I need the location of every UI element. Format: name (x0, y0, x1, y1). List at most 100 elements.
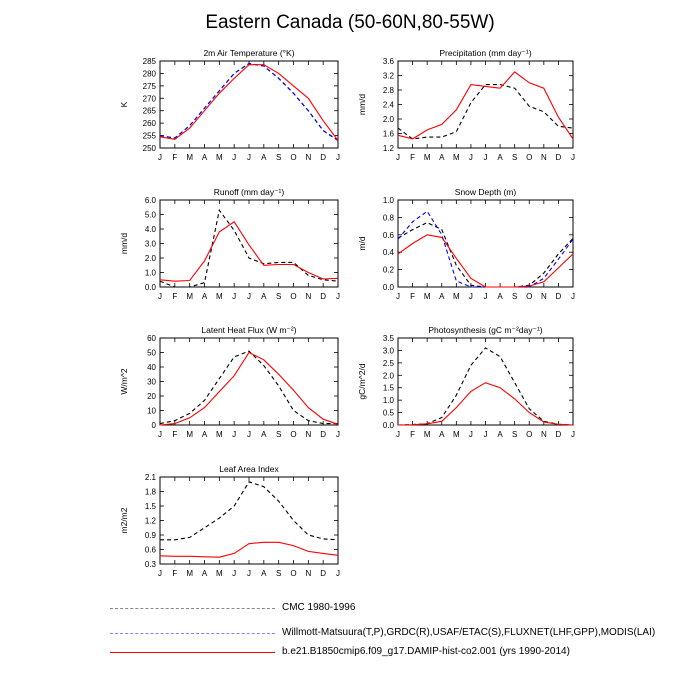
x-tick-label: J (484, 430, 488, 439)
y-axis-label: m2/m2 (119, 507, 129, 533)
x-tick-label: M (216, 430, 223, 439)
x-tick-label: A (202, 153, 208, 162)
x-tick-label: J (336, 292, 340, 301)
x-tick-label: S (276, 569, 281, 578)
series-line-model (159, 351, 339, 426)
y-tick-label: 1.5 (145, 502, 157, 511)
x-tick-label: D (556, 430, 562, 439)
x-tick-label: M (424, 430, 431, 439)
series-line-cmc (159, 350, 338, 425)
x-tick-label: F (410, 430, 415, 439)
y-tick-label: 0.0 (383, 421, 395, 430)
x-tick-label: J (396, 153, 400, 162)
x-tick-label: M (424, 292, 431, 301)
x-tick-label: M (216, 292, 223, 301)
x-tick-label: N (305, 569, 311, 578)
x-tick-label: N (541, 292, 547, 301)
y-tick-label: 0.8 (383, 213, 395, 222)
x-tick-label: J (158, 292, 162, 301)
x-tick-label: D (556, 292, 562, 301)
y-tick-label: 0.0 (145, 283, 157, 292)
x-tick-label: A (202, 292, 208, 301)
y-tick-label: 0 (152, 421, 157, 430)
x-tick-label: J (247, 569, 251, 578)
series-line-model (397, 234, 574, 288)
x-tick-label: F (172, 569, 177, 578)
y-tick-label: 280 (143, 69, 157, 78)
x-tick-label: N (305, 153, 311, 162)
x-tick-label: J (571, 292, 575, 301)
y-tick-label: 10 (147, 407, 156, 416)
x-tick-label: F (172, 430, 177, 439)
y-tick-label: 4.0 (145, 225, 157, 234)
x-tick-label: A (202, 430, 208, 439)
x-tick-label: O (526, 430, 532, 439)
chart-panel-5: Latent Heat Flux (W m⁻²) W/m^2 0 10 20 30 40 50… (119, 325, 340, 439)
x-tick-label: D (320, 430, 326, 439)
y-tick-label: 1.6 (383, 130, 395, 139)
x-tick-label: M (186, 153, 193, 162)
x-tick-label: D (320, 292, 326, 301)
y-tick-label: 2.8 (383, 86, 395, 95)
y-tick-label: 2.5 (383, 359, 395, 368)
x-tick-label: M (424, 153, 431, 162)
x-tick-label: S (276, 153, 281, 162)
x-tick-label: N (541, 153, 547, 162)
panel-title: Latent Heat Flux (W m⁻²) (201, 325, 296, 335)
series-line-cmc (159, 208, 339, 288)
x-tick-label: J (469, 430, 473, 439)
y-tick-label: 285 (143, 57, 157, 66)
legend-line-cmc (110, 608, 275, 609)
chart-panel-7: Leaf Area Index m2/m2 0.3 0.6 0.9 1.2 1.5 1.8 2.… (119, 464, 340, 578)
y-tick-label: 1.5 (383, 384, 395, 393)
x-tick-label: J (247, 153, 251, 162)
y-tick-label: 0.0 (383, 283, 395, 292)
y-tick-label: 0.5 (383, 409, 395, 418)
series-line-obs (397, 210, 574, 288)
x-tick-label: A (497, 153, 503, 162)
series-line-cmc (160, 481, 339, 541)
y-tick-label: 260 (143, 119, 157, 128)
y-tick-label: 1.0 (145, 269, 157, 278)
x-tick-label: S (512, 292, 517, 301)
y-tick-label: 6.0 (145, 196, 157, 205)
y-tick-label: 250 (143, 144, 157, 153)
x-tick-label: A (497, 292, 503, 301)
y-axis-label: K (119, 101, 129, 107)
plot-frame (159, 476, 339, 565)
x-tick-label: O (526, 153, 532, 162)
x-tick-label: J (247, 292, 251, 301)
legend-label-obs: Willmott-Matsuura(T,P),GRDC(R),USAF/ETAC… (282, 627, 656, 638)
y-tick-label: 1.8 (145, 488, 157, 497)
x-tick-label: F (410, 292, 415, 301)
x-tick-label: O (290, 430, 296, 439)
x-tick-label: S (276, 430, 281, 439)
y-tick-label: 20 (147, 392, 156, 401)
x-tick-label: A (261, 569, 267, 578)
x-tick-label: J (158, 430, 162, 439)
series-line-obs (159, 62, 339, 141)
x-tick-label: O (526, 292, 532, 301)
plot-frame (159, 60, 339, 149)
x-tick-label: F (172, 292, 177, 301)
y-tick-label: 1.0 (383, 196, 395, 205)
panel-title: Precipitation (mm day⁻¹) (439, 48, 532, 58)
y-tick-label: 30 (147, 378, 156, 387)
x-tick-label: A (439, 292, 445, 301)
x-tick-label: M (216, 153, 223, 162)
y-tick-label: 2.1 (145, 473, 157, 482)
x-tick-label: J (336, 569, 340, 578)
x-tick-label: J (336, 153, 340, 162)
x-tick-label: J (336, 430, 340, 439)
x-tick-label: J (484, 292, 488, 301)
y-tick-label: 1.0 (383, 396, 395, 405)
series-line-cmc (397, 84, 574, 140)
chart-panel-1: 2m Air Temperature (°K) K 250 255 260 265 270 2… (119, 48, 340, 162)
y-tick-label: 270 (143, 94, 157, 103)
y-tick-label: 0.2 (383, 266, 395, 275)
x-tick-label: J (469, 153, 473, 162)
x-tick-label: J (158, 569, 162, 578)
y-tick-label: 2.4 (383, 101, 395, 110)
x-tick-label: J (158, 153, 162, 162)
